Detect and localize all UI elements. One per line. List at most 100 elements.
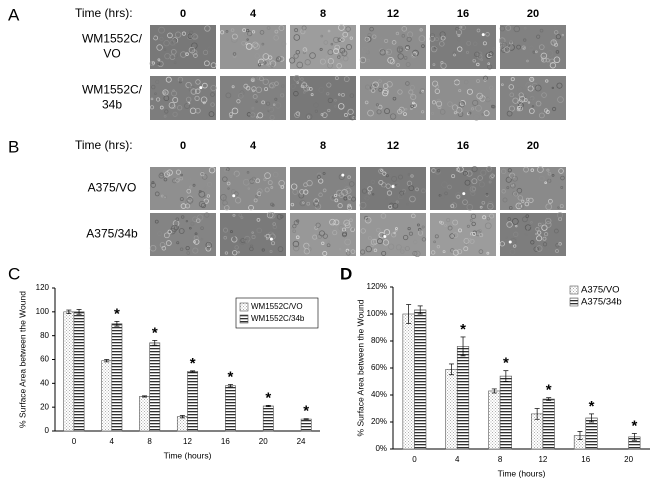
bar bbox=[402, 313, 415, 450]
micrograph bbox=[149, 76, 217, 120]
x-tick-label: 24 bbox=[297, 437, 306, 446]
error-bar bbox=[546, 397, 552, 401]
x-tick-label: 16 bbox=[221, 437, 230, 446]
bar bbox=[445, 369, 458, 450]
error-bar bbox=[114, 321, 120, 327]
micrograph bbox=[149, 25, 217, 69]
error-bar bbox=[460, 336, 466, 357]
bar bbox=[111, 323, 123, 432]
error-bar bbox=[448, 363, 454, 376]
bar bbox=[176, 416, 188, 432]
bar bbox=[101, 360, 113, 432]
error-bar bbox=[534, 408, 540, 420]
micrograph bbox=[288, 24, 356, 69]
micrograph bbox=[500, 166, 566, 211]
x-tick-label: 4 bbox=[455, 455, 460, 464]
y-axis-label: % Surface Area between the Wound bbox=[17, 291, 27, 428]
time-label: 4 bbox=[250, 8, 257, 20]
time-label: 0 bbox=[180, 8, 186, 20]
legend-swatch bbox=[239, 302, 249, 312]
bar bbox=[585, 417, 598, 450]
time-header: Time (hrs): bbox=[75, 138, 133, 152]
time-label: 12 bbox=[387, 8, 399, 20]
panel-letter: B bbox=[8, 137, 19, 156]
x-tick-label: 8 bbox=[498, 455, 503, 464]
y-tick-label: 120 bbox=[36, 283, 50, 292]
row-label: WM1552C/ bbox=[82, 32, 143, 46]
y-tick-label: 40% bbox=[371, 390, 387, 399]
micrograph bbox=[498, 25, 566, 69]
error-bar bbox=[66, 309, 72, 314]
significance-mark: * bbox=[190, 355, 196, 372]
time-label: 16 bbox=[457, 8, 469, 20]
micrograph bbox=[430, 166, 496, 211]
micrograph bbox=[360, 213, 427, 258]
x-tick-label: 12 bbox=[538, 455, 547, 464]
panel-letter: C bbox=[8, 264, 20, 283]
micrograph bbox=[150, 166, 216, 210]
y-tick-label: 100 bbox=[36, 307, 50, 316]
y-tick-label: 20% bbox=[371, 417, 387, 426]
legend-label: WM1552C/VO bbox=[251, 302, 303, 311]
significance-mark: * bbox=[265, 389, 271, 406]
significance-mark: * bbox=[503, 355, 509, 372]
error-bar bbox=[190, 370, 196, 373]
x-axis-label: Time (hours) bbox=[498, 468, 546, 478]
micrograph bbox=[359, 25, 426, 69]
error-bar bbox=[491, 388, 497, 394]
row-label: A375/34b bbox=[86, 227, 138, 241]
legend-swatch bbox=[239, 314, 249, 324]
error-bar bbox=[589, 413, 595, 423]
y-tick-label: 0 bbox=[45, 426, 50, 435]
bar bbox=[149, 342, 161, 432]
legend-swatch bbox=[569, 285, 579, 295]
error-bar bbox=[104, 359, 110, 363]
micrograph bbox=[220, 167, 286, 211]
significance-mark: * bbox=[152, 324, 158, 341]
significance-mark: * bbox=[303, 403, 309, 420]
significance-mark: * bbox=[114, 305, 120, 322]
y-tick-label: 80 bbox=[40, 331, 49, 340]
significance-mark: * bbox=[631, 417, 637, 434]
time-label: 8 bbox=[320, 8, 326, 20]
bar bbox=[488, 390, 501, 450]
legend-label: A375/34b bbox=[581, 297, 622, 308]
micrograph bbox=[359, 167, 426, 210]
y-tick-label: 80% bbox=[371, 336, 387, 345]
x-tick-label: 0 bbox=[72, 437, 77, 446]
micrograph bbox=[149, 212, 216, 256]
micrograph bbox=[290, 167, 356, 211]
micrograph bbox=[430, 213, 496, 256]
micrograph bbox=[290, 75, 356, 121]
micrograph bbox=[360, 76, 426, 120]
micrograph bbox=[499, 212, 566, 256]
x-tick-label: 0 bbox=[412, 455, 417, 464]
x-tick-label: 20 bbox=[624, 455, 633, 464]
error-bar bbox=[265, 405, 271, 407]
row-label: VO bbox=[103, 47, 120, 61]
y-tick-label: 120% bbox=[367, 282, 387, 291]
error-bar bbox=[577, 431, 583, 440]
bar bbox=[63, 311, 75, 432]
legend-box bbox=[235, 297, 319, 329]
bar bbox=[499, 375, 512, 450]
row-label: 34b bbox=[102, 98, 122, 112]
time-label: 20 bbox=[527, 8, 539, 20]
micrograph bbox=[220, 211, 286, 256]
bar bbox=[414, 309, 427, 450]
legend-swatch bbox=[569, 297, 579, 307]
micrograph bbox=[220, 76, 286, 121]
bar bbox=[300, 418, 312, 432]
x-tick-label: 4 bbox=[110, 437, 115, 446]
micrograph bbox=[290, 213, 356, 257]
legend-label: WM1552C/34b bbox=[251, 314, 305, 323]
x-tick-label: 8 bbox=[147, 437, 152, 446]
time-label: 4 bbox=[250, 140, 257, 152]
significance-mark: * bbox=[228, 368, 234, 385]
micrograph bbox=[500, 76, 566, 120]
significance-mark: * bbox=[460, 321, 466, 338]
micrograph bbox=[430, 75, 496, 121]
bar bbox=[542, 398, 555, 450]
y-tick-label: 40 bbox=[40, 378, 49, 387]
